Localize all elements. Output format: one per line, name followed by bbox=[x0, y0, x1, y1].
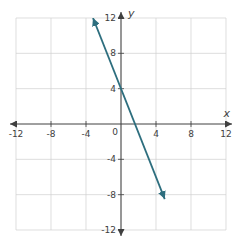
grid-line-y bbox=[16, 159, 226, 160]
tick-label-origin: 0 bbox=[112, 127, 118, 137]
tick-label-x: 8 bbox=[188, 129, 194, 139]
data bbox=[93, 18, 165, 199]
tick-label-y: 4 bbox=[110, 84, 116, 94]
grid-line-x bbox=[156, 18, 157, 230]
tick-label-y: 12 bbox=[105, 13, 116, 23]
tick-label-x: -4 bbox=[82, 129, 91, 139]
tick-mark-x bbox=[156, 121, 157, 127]
tick-mark-x bbox=[51, 121, 52, 127]
tick-label-x: 4 bbox=[153, 129, 159, 139]
tick-label-x: -12 bbox=[9, 129, 24, 139]
x-axis-label: x bbox=[222, 107, 230, 120]
tick-label-y: -8 bbox=[107, 190, 116, 200]
grid-line-y bbox=[16, 53, 226, 54]
tick-label-y: -12 bbox=[101, 225, 116, 235]
tick-mark-x bbox=[86, 121, 87, 127]
tick-mark-y bbox=[118, 18, 124, 19]
tick-mark-x bbox=[16, 121, 17, 127]
tick-mark-y bbox=[118, 194, 124, 195]
grid-line-y bbox=[16, 18, 226, 19]
y-axis-label: y bbox=[127, 7, 135, 20]
grid-line-x bbox=[226, 18, 227, 230]
grid-line-x bbox=[51, 18, 52, 230]
tick-mark-y bbox=[118, 53, 124, 54]
y-axis bbox=[121, 12, 122, 236]
tick-mark-x bbox=[226, 121, 227, 127]
grid-line-x bbox=[86, 18, 87, 230]
tick-mark-x bbox=[191, 121, 192, 127]
tick-label-y: 8 bbox=[110, 48, 116, 58]
grid-line-y bbox=[16, 194, 226, 195]
data-line bbox=[93, 18, 165, 199]
tick-mark-y bbox=[118, 230, 124, 231]
grid-line-y bbox=[16, 230, 226, 231]
tick-label-x: -8 bbox=[47, 129, 56, 139]
tick-label-y: -4 bbox=[107, 154, 116, 164]
chart: -12 -8 -4 0 4 8 12 -12 -8 -4 4 8 12 x y bbox=[0, 0, 243, 248]
background bbox=[0, 0, 243, 248]
grid-line-x bbox=[16, 18, 17, 230]
grid-line-x bbox=[191, 18, 192, 230]
tick-mark-y bbox=[118, 159, 124, 160]
tick-label-x: 12 bbox=[220, 129, 231, 139]
